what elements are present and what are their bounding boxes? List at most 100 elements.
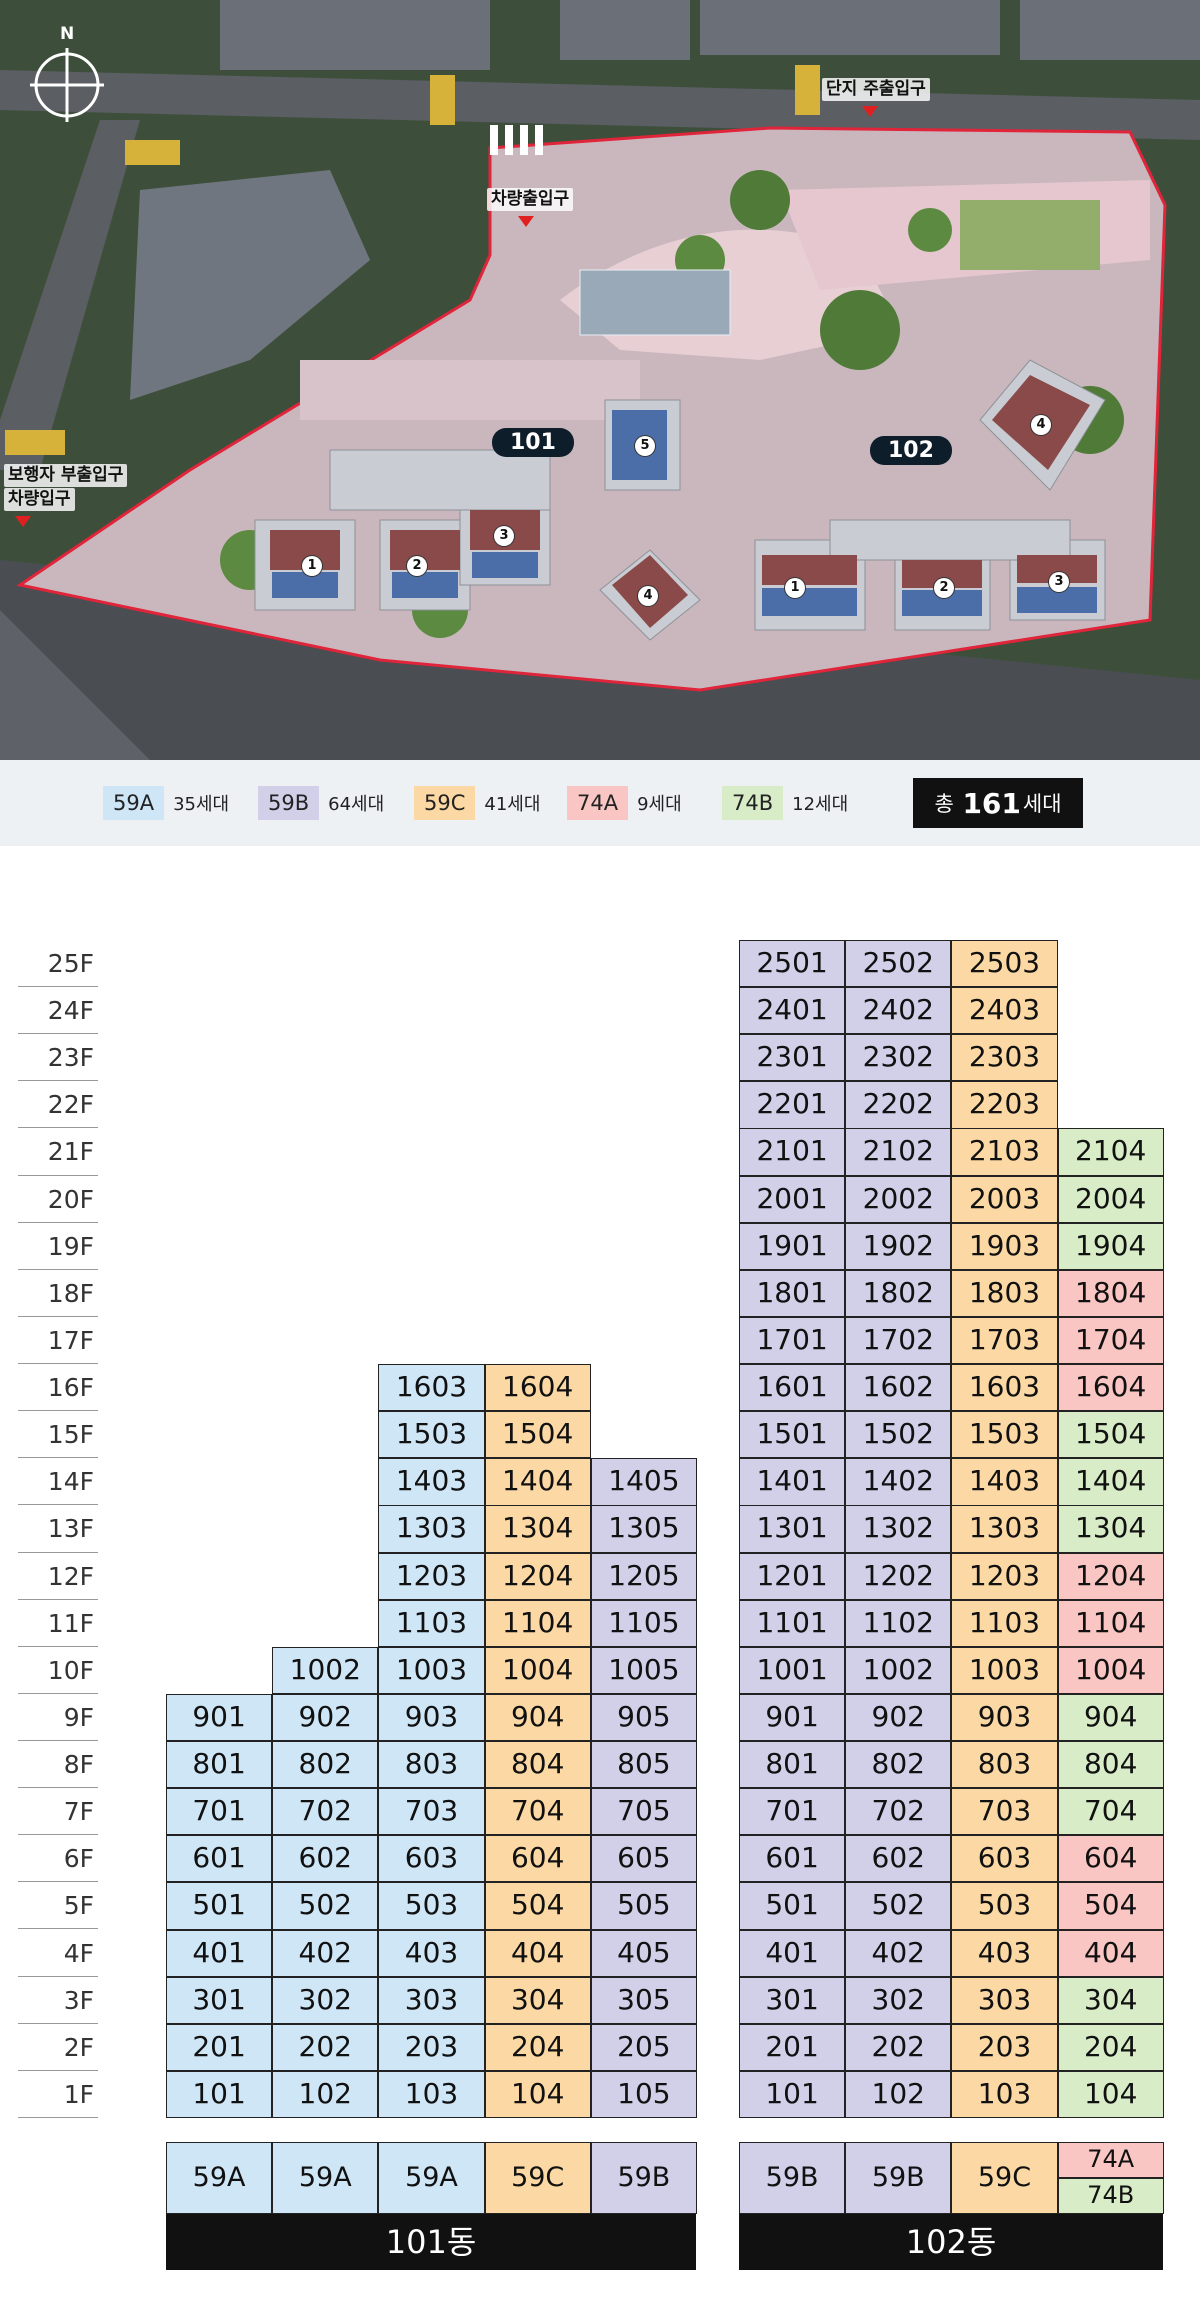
unit-cell: 203	[951, 2023, 1058, 2071]
unit-cell: 504	[484, 1882, 591, 1930]
unit-cell: 901	[166, 1693, 273, 1742]
legend-swatch: 59B	[258, 786, 320, 820]
unit-cell: 2201	[739, 1081, 846, 1129]
unit-cell: 702	[845, 1788, 952, 1836]
unit-cell: 304	[1057, 1976, 1164, 2024]
unit-cell: 603	[378, 1835, 485, 1883]
unit-cell: 802	[845, 1741, 952, 1789]
unit-cell: 304	[484, 1976, 591, 2024]
unit-cell: 1502	[845, 1411, 952, 1459]
floor-label: 21F	[18, 1128, 98, 1176]
unit-badge: 4	[638, 586, 658, 606]
unit-cell: 1703	[951, 1316, 1058, 1365]
unit-cell: 1801	[739, 1269, 846, 1318]
unit-cell: 2501	[739, 940, 846, 988]
floor-label: 20F	[18, 1176, 98, 1223]
floor-label: 16F	[18, 1364, 98, 1412]
unit-cell: 302	[845, 1976, 952, 2024]
unit-cell: 1404	[1057, 1458, 1164, 1506]
unit-cell: 1704	[1057, 1316, 1164, 1365]
legend-total-badge: 총 161 세대	[913, 778, 1083, 828]
legend-swatch: 74A	[567, 786, 629, 820]
legend-count: 35세대	[173, 794, 230, 815]
unit-cell: 303	[378, 1976, 485, 2024]
unit-cell: 503	[378, 1882, 485, 1930]
unit-cell: 701	[739, 1788, 846, 1836]
unit-type-label: 59C	[484, 2142, 591, 2214]
building-102-pill: 102	[870, 436, 952, 465]
floor-label: 6F	[18, 1835, 98, 1883]
unit-cell: 1305	[590, 1505, 697, 1553]
unit-cell: 705	[590, 1788, 697, 1836]
pedestrian-entrance-marker	[15, 516, 31, 527]
floor-label: 24F	[18, 987, 98, 1035]
legend-count: 12세대	[792, 794, 849, 815]
unit-cell: 1901	[739, 1222, 846, 1270]
compass: N	[30, 24, 104, 124]
building-101-pill: 101	[492, 428, 574, 457]
floor-label: 2F	[18, 2024, 98, 2071]
unit-cell: 801	[166, 1741, 273, 1789]
unit-cell: 1004	[484, 1646, 591, 1694]
unit-type-label: 74A	[1057, 2142, 1164, 2178]
unit-cell: 1204	[484, 1552, 591, 1600]
unit-cell: 1004	[1057, 1646, 1164, 1694]
unit-cell: 902	[272, 1693, 379, 1742]
floor-label: 14F	[18, 1458, 98, 1506]
unit-cell: 1205	[590, 1552, 697, 1600]
unit-cell: 801	[739, 1741, 846, 1789]
unit-cell: 303	[951, 1976, 1058, 2024]
unit-cell: 805	[590, 1741, 697, 1789]
unit-cell: 901	[739, 1693, 846, 1742]
unit-cell: 103	[951, 2070, 1058, 2119]
unit-cell: 802	[272, 1741, 379, 1789]
unit-cell: 1504	[1057, 1411, 1164, 1459]
unit-cell: 1001	[739, 1646, 846, 1694]
unit-cell: 1203	[951, 1552, 1058, 1600]
unit-cell: 301	[166, 1976, 273, 2024]
legend-total-value: 161	[962, 786, 1021, 820]
unit-cell: 1902	[845, 1222, 952, 1270]
main-entrance-label: 단지 주출입구	[822, 78, 930, 102]
unit-cell: 604	[1057, 1835, 1164, 1883]
unit-cell: 1503	[378, 1411, 485, 1459]
legend-item-59c: 59C 41세대	[414, 785, 540, 821]
site-plan-map	[0, 0, 1200, 760]
unit-cell: 1201	[739, 1552, 846, 1600]
unit-cell: 1604	[1057, 1364, 1164, 1412]
unit-cell: 302	[272, 1976, 379, 2024]
unit-cell: 601	[739, 1835, 846, 1883]
unit-type-label: 59B	[739, 2142, 846, 2214]
unit-cell: 2503	[951, 940, 1058, 988]
unit-cell: 605	[590, 1835, 697, 1883]
unit-type-label: 59C	[951, 2142, 1058, 2214]
unit-cell: 1003	[951, 1646, 1058, 1694]
unit-cell: 1804	[1057, 1269, 1164, 1318]
unit-cell: 2302	[845, 1034, 952, 1082]
unit-cell: 601	[166, 1835, 273, 1883]
unit-cell: 1603	[951, 1364, 1058, 1412]
unit-cell: 2104	[1057, 1128, 1164, 1176]
legend-count: 9세대	[637, 794, 682, 815]
unit-cell: 1304	[484, 1505, 591, 1553]
unit-cell: 702	[272, 1788, 379, 1836]
pedestrian-entrance-label-2: 차량입구	[4, 488, 75, 512]
floor-label: 25F	[18, 940, 98, 988]
legend-swatch: 59C	[414, 786, 476, 820]
unit-cell: 1403	[951, 1458, 1058, 1506]
unit-cell: 701	[166, 1788, 273, 1836]
legend-item-59b: 59B 64세대	[258, 785, 384, 821]
unit-cell: 1303	[951, 1505, 1058, 1553]
unit-cell: 204	[484, 2023, 591, 2071]
floor-label: 12F	[18, 1553, 98, 1600]
unit-cell: 305	[590, 1976, 697, 2024]
unit-cell: 1303	[378, 1505, 485, 1553]
unit-cell: 503	[951, 1882, 1058, 1930]
unit-badge: 2	[407, 556, 427, 576]
floor-label: 18F	[18, 1270, 98, 1317]
unit-cell: 401	[739, 1929, 846, 1977]
unit-cell: 205	[590, 2023, 697, 2071]
unit-cell: 1104	[484, 1599, 591, 1647]
floor-label: 5F	[18, 1882, 98, 1930]
unit-type-label: 59B	[845, 2142, 952, 2214]
